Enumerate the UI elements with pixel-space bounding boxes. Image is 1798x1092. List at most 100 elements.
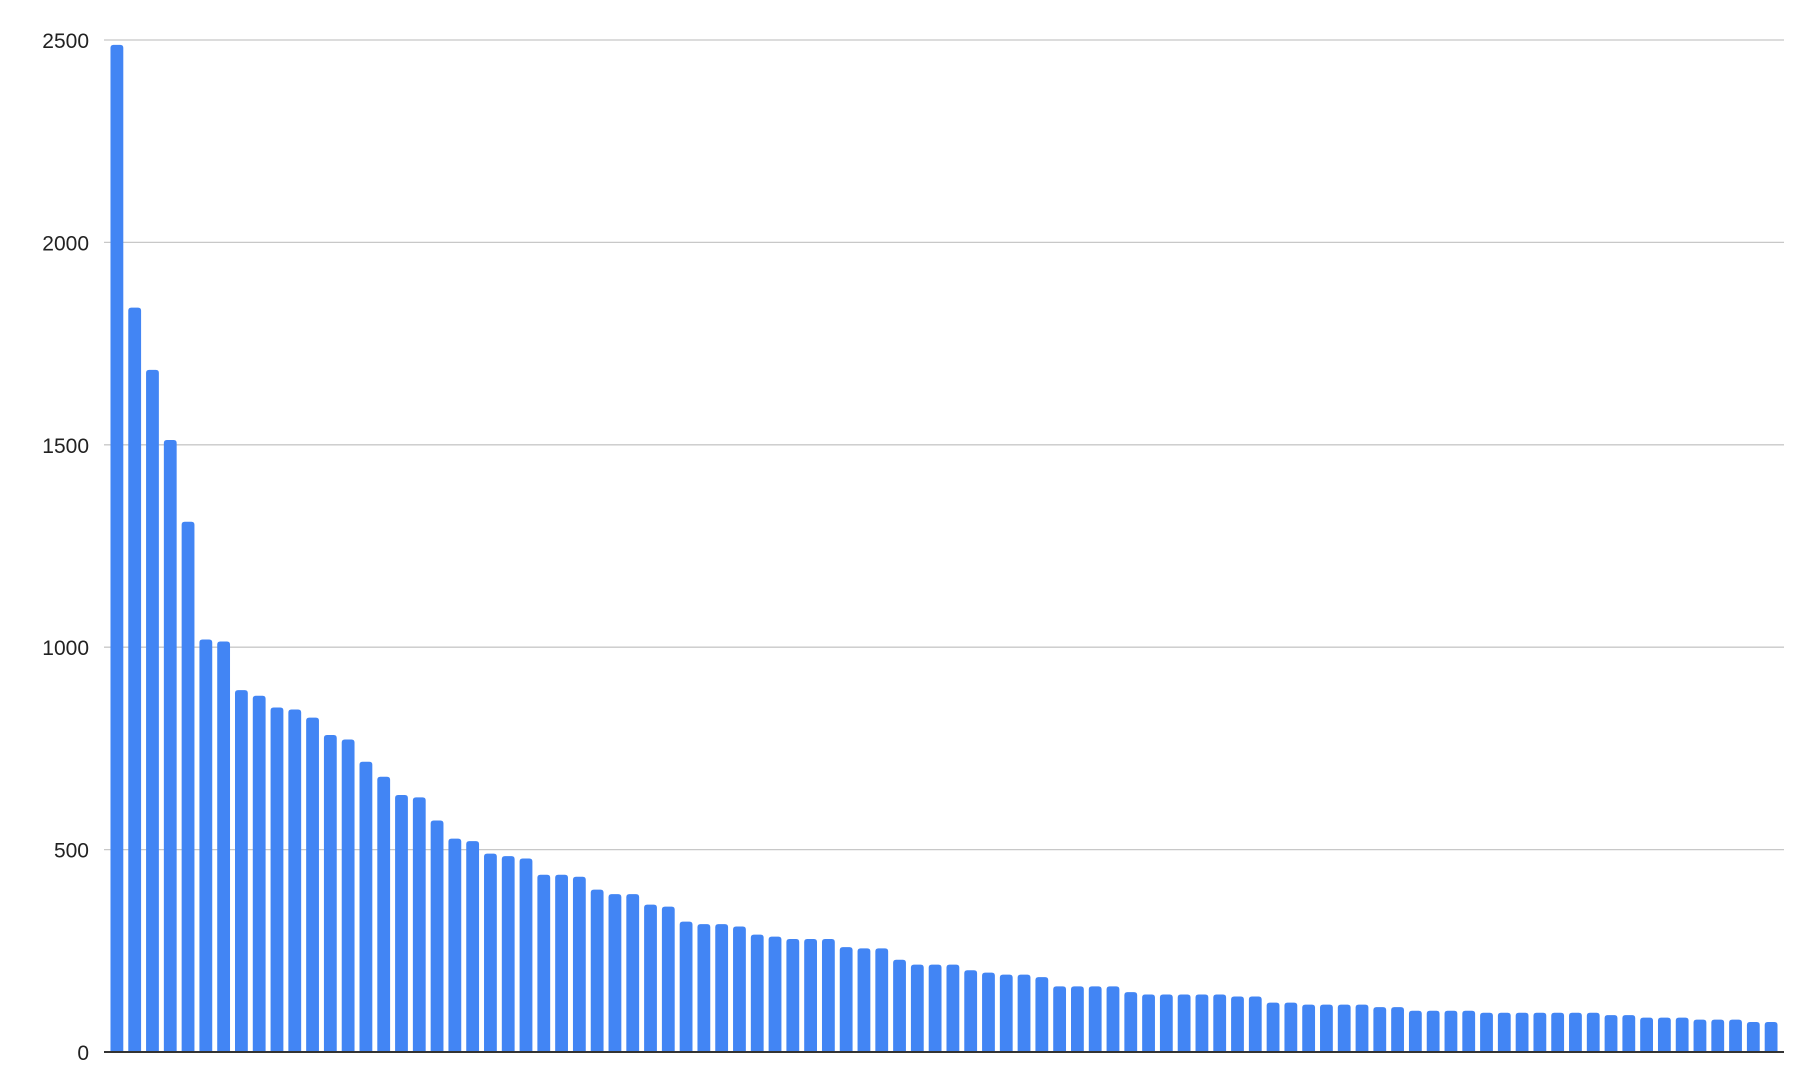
bar	[1284, 1002, 1298, 1052]
bar	[1533, 1012, 1547, 1052]
bar	[555, 874, 568, 1052]
bar	[359, 761, 373, 1052]
bar	[323, 735, 337, 1052]
bar	[181, 521, 195, 1052]
bar	[1746, 1022, 1760, 1052]
bar	[235, 690, 248, 1052]
bar	[288, 709, 302, 1052]
bar	[1391, 1007, 1404, 1052]
y-tick-label: 1500	[42, 435, 89, 458]
bar	[217, 641, 231, 1052]
bar	[1302, 1004, 1316, 1052]
bar	[1355, 1004, 1369, 1052]
bar	[893, 959, 906, 1052]
bar	[252, 695, 266, 1052]
bar	[1657, 1017, 1671, 1052]
bar	[146, 369, 159, 1052]
bar	[715, 924, 729, 1052]
bar	[163, 439, 177, 1053]
bar	[1515, 1012, 1529, 1052]
bar	[1444, 1010, 1458, 1052]
bar	[839, 947, 853, 1052]
bar	[1497, 1012, 1511, 1052]
bar	[768, 936, 782, 1052]
y-tick-label: 2000	[42, 232, 89, 255]
bar	[1675, 1017, 1689, 1052]
bar	[982, 972, 995, 1052]
bar	[590, 889, 604, 1052]
bar	[1693, 1019, 1707, 1052]
bar	[1231, 996, 1244, 1052]
bar	[679, 921, 693, 1052]
bar	[430, 820, 444, 1052]
bar	[910, 964, 924, 1052]
bar	[1142, 994, 1155, 1052]
bar	[519, 858, 533, 1052]
bar	[1764, 1022, 1778, 1052]
bar	[341, 739, 355, 1052]
bar	[1053, 986, 1067, 1052]
gridlines	[104, 39, 1784, 851]
y-axis-ticks: 0 500 1000 1500 2000 2500	[42, 30, 89, 1065]
bar	[110, 44, 124, 1052]
bar	[1426, 1010, 1440, 1052]
bar	[395, 794, 408, 1052]
bar	[786, 939, 800, 1052]
bar	[1106, 986, 1120, 1052]
bar	[1320, 1004, 1333, 1052]
bar	[608, 894, 622, 1052]
bar	[1337, 1004, 1351, 1052]
bar	[1159, 994, 1173, 1052]
bar	[999, 974, 1013, 1052]
bar	[1640, 1017, 1653, 1052]
bar	[501, 856, 515, 1052]
bar	[750, 934, 764, 1052]
bar	[448, 838, 462, 1052]
bar	[1088, 986, 1102, 1052]
bar	[572, 876, 586, 1052]
bar	[964, 970, 978, 1052]
bar	[875, 948, 889, 1052]
bar	[857, 948, 871, 1052]
bar	[1213, 994, 1227, 1052]
bar	[1177, 994, 1191, 1052]
bar	[1124, 992, 1138, 1052]
bar	[1622, 1015, 1636, 1052]
bar	[1551, 1012, 1565, 1052]
bar	[484, 853, 497, 1052]
bar	[626, 894, 640, 1052]
bars	[110, 44, 1778, 1053]
bar	[821, 939, 835, 1052]
bar	[1071, 986, 1084, 1052]
bar	[1604, 1015, 1618, 1052]
bar	[928, 964, 942, 1052]
bar	[1462, 1010, 1476, 1052]
bar	[1569, 1012, 1582, 1052]
bar	[1729, 1019, 1742, 1052]
bar	[199, 639, 213, 1052]
bar	[1248, 996, 1262, 1052]
y-tick-label: 2500	[42, 30, 89, 53]
y-tick-label: 0	[77, 1042, 89, 1065]
bar	[1035, 977, 1049, 1052]
bar	[804, 939, 817, 1052]
bar	[306, 717, 319, 1052]
bar	[1373, 1007, 1387, 1052]
bar	[412, 797, 426, 1052]
bar	[377, 776, 391, 1052]
bar	[1408, 1010, 1422, 1052]
bar	[661, 906, 675, 1052]
bar	[1586, 1012, 1600, 1052]
bar	[1711, 1019, 1725, 1052]
bar	[644, 904, 657, 1052]
bar	[1480, 1012, 1493, 1052]
y-tick-label: 500	[54, 840, 89, 863]
bar	[1195, 994, 1209, 1052]
bar	[1017, 974, 1031, 1052]
bar	[537, 874, 551, 1052]
bar	[466, 841, 480, 1052]
bar	[733, 926, 746, 1052]
y-tick-label: 1000	[42, 637, 89, 660]
bar	[128, 307, 142, 1052]
